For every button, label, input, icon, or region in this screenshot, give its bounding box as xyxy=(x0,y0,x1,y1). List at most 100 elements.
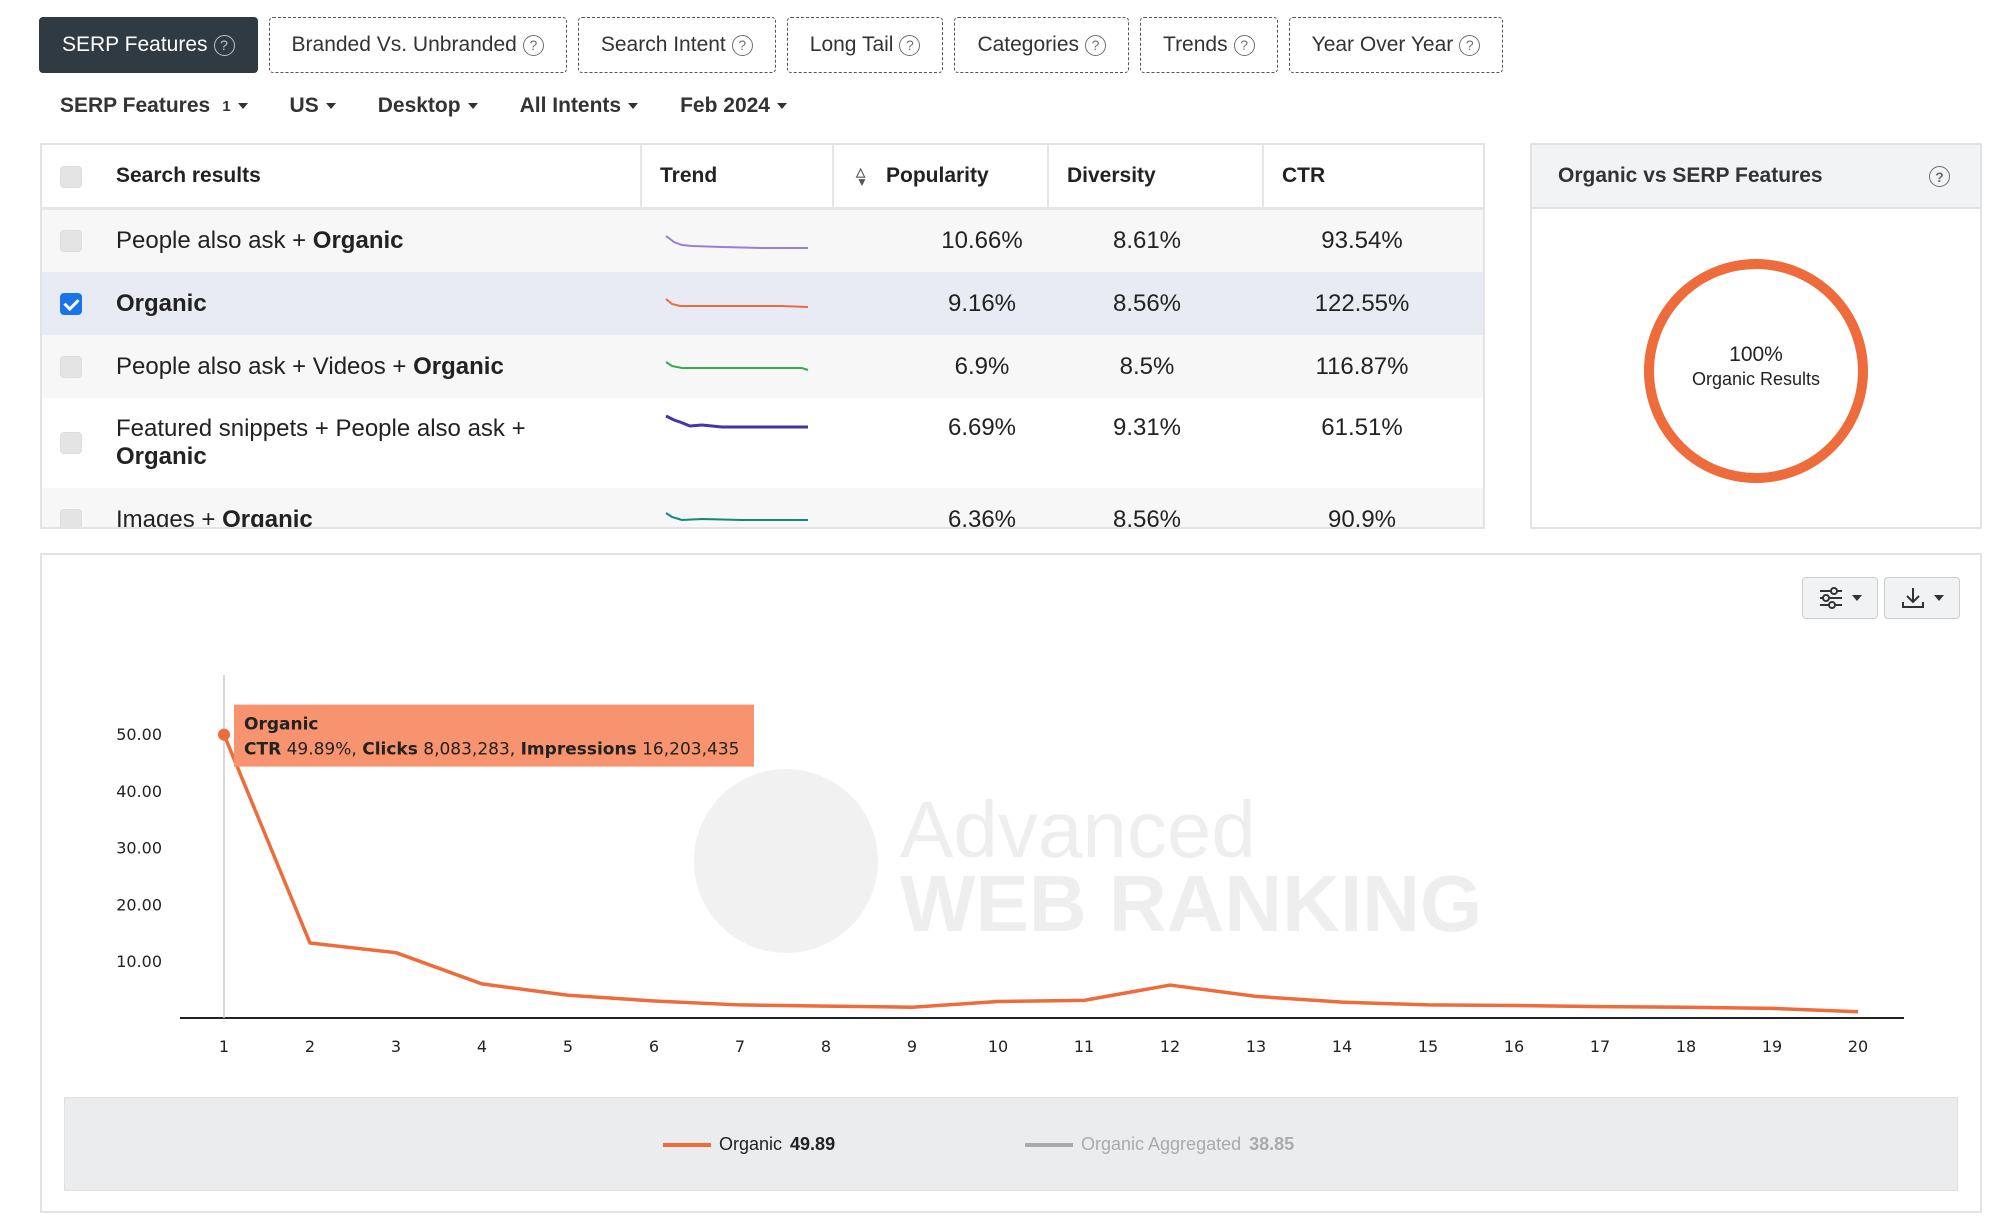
tooltip-series: Organic xyxy=(244,715,318,735)
table-row[interactable]: Images + Organic 6.36% 8.56% 90.9% xyxy=(42,488,1483,529)
chart-legend: Organic 49.89 Organic Aggregated 38.85 xyxy=(64,1097,1958,1191)
y-tick-label: 10.00 xyxy=(116,952,162,971)
caret-down-icon xyxy=(628,103,639,109)
x-tick-label: 14 xyxy=(1332,1037,1352,1056)
legend-item-organic-aggregated[interactable]: Organic Aggregated 38.85 xyxy=(1025,1134,1294,1155)
row-label: Images + Organic xyxy=(116,505,313,529)
tab-trends[interactable]: Trends ? xyxy=(1140,17,1278,73)
tab-serp-features[interactable]: SERP Features ? xyxy=(39,17,258,73)
legend-name: Organic Aggregated xyxy=(1081,1134,1242,1154)
column-header-search-results[interactable]: Search results xyxy=(116,164,261,187)
x-tick-label: 12 xyxy=(1160,1037,1180,1056)
table-row[interactable]: Featured snippets + People also ask + Or… xyxy=(42,398,1483,488)
tab-branded-vs-unbranded[interactable]: Branded Vs. Unbranded ? xyxy=(268,17,567,73)
selected-count: 1 xyxy=(222,97,231,115)
x-axis: 1 2 3 4 5 6 7 8 9 10 11 12 13 14 15 16 17 18 19 20 xyxy=(180,675,1904,1056)
ctr-value: 93.54% xyxy=(1321,227,1403,254)
tab-year-over-year[interactable]: Year Over Year ? xyxy=(1288,17,1504,73)
row-checkbox[interactable] xyxy=(60,508,82,527)
legend-name: Organic xyxy=(719,1134,783,1154)
row-checkbox[interactable] xyxy=(60,230,82,252)
serp-features-dropdown[interactable]: SERP Features 1 xyxy=(60,94,248,118)
watermark-line2: WEB RANKING xyxy=(900,859,1482,948)
sort-icon[interactable]: △ ▼ xyxy=(856,165,868,189)
table-row[interactable]: Organic 9.16% 8.56% 122.55% xyxy=(42,272,1483,335)
row-checkbox[interactable] xyxy=(60,355,82,378)
help-icon[interactable]: ? xyxy=(731,34,753,56)
chart-settings-button[interactable] xyxy=(1802,577,1878,619)
x-tick-label: 3 xyxy=(391,1037,401,1056)
tooltip-box xyxy=(234,704,754,767)
row-checkbox[interactable] xyxy=(60,432,82,454)
row-label: People also ask + Videos + Organic xyxy=(116,352,504,380)
column-header-trend[interactable]: Trend xyxy=(660,164,718,187)
diversity-value: 8.5% xyxy=(1119,352,1175,380)
caret-down-icon xyxy=(237,103,248,109)
x-tick-label: 4 xyxy=(477,1037,487,1056)
column-divider xyxy=(1262,145,1264,210)
column-header-ctr[interactable]: CTR xyxy=(1282,164,1326,187)
tab-categories[interactable]: Categories ? xyxy=(954,17,1130,73)
donut-percent: 100% xyxy=(1729,343,1783,366)
panel-title: Organic vs SERP Features xyxy=(1558,164,1823,187)
row-label: Featured snippets + People also ask + Or… xyxy=(116,415,526,470)
legend-swatch xyxy=(663,1142,711,1147)
popularity-value: 9.16% xyxy=(947,289,1017,317)
popularity-value: 6.9% xyxy=(954,352,1010,380)
country-dropdown[interactable]: US xyxy=(290,94,336,118)
series-line-organic xyxy=(222,733,1859,1014)
popularity-value: 6.36% xyxy=(947,505,1017,529)
help-icon[interactable]: ? xyxy=(522,34,544,56)
column-header-diversity[interactable]: Diversity xyxy=(1067,164,1156,187)
x-tick-label: 6 xyxy=(649,1037,659,1056)
legend-item-organic[interactable]: Organic 49.89 xyxy=(663,1134,835,1155)
date-dropdown[interactable]: Feb 2024 xyxy=(680,94,787,118)
download-button[interactable] xyxy=(1884,577,1960,619)
column-header-popularity[interactable]: Popularity xyxy=(886,164,989,187)
x-tick-label: 1 xyxy=(219,1037,229,1056)
watermark-line1: Advanced xyxy=(900,785,1256,874)
device-dropdown[interactable]: Desktop xyxy=(378,94,478,118)
tooltip-impressions-label: Impressions xyxy=(521,740,637,760)
caret-down-icon xyxy=(1852,595,1862,601)
serp-features-table: Search results Trend △ ▼ Popularity Diver… xyxy=(40,143,1485,529)
row-checkbox[interactable] xyxy=(60,292,82,315)
filter-bar: SERP Features 1 US Desktop All Intents F… xyxy=(60,94,787,118)
watermark-globe-icon xyxy=(694,769,878,953)
intent-dropdown[interactable]: All Intents xyxy=(520,94,639,118)
help-icon[interactable]: ? xyxy=(1929,166,1950,187)
y-tick-label: 40.00 xyxy=(116,782,162,801)
help-icon[interactable]: ? xyxy=(1459,34,1481,56)
line-chart: Advanced WEB RANKING 10.00 20.00 30.00 40.0… xyxy=(116,675,1904,1056)
legend-value: 49.89 xyxy=(790,1134,836,1154)
help-icon[interactable]: ? xyxy=(213,34,235,56)
tab-search-intent[interactable]: Search Intent ? xyxy=(577,17,776,73)
ctr-value: 61.51% xyxy=(1321,414,1403,441)
column-divider xyxy=(832,145,834,210)
sliders-icon xyxy=(1820,587,1842,609)
help-icon[interactable]: ? xyxy=(1085,34,1107,56)
x-tick-label: 18 xyxy=(1676,1037,1696,1056)
filter-label: Desktop xyxy=(377,94,461,117)
select-all-checkbox[interactable] xyxy=(60,166,82,188)
table-row[interactable]: People also ask + Videos + Organic 6.9% … xyxy=(42,335,1483,398)
x-tick-label: 17 xyxy=(1590,1037,1610,1056)
filter-label: SERP Features xyxy=(60,94,211,117)
row-label: Organic xyxy=(116,289,207,317)
y-tick-label: 20.00 xyxy=(116,895,162,914)
trend-sparkline xyxy=(665,235,808,249)
tooltip-ctr-label: CTR xyxy=(244,740,281,760)
filter-label: US xyxy=(289,94,319,117)
table-row[interactable]: People also ask + Organic 10.66% 8.61% 9… xyxy=(42,210,1483,272)
x-tick-label: 8 xyxy=(821,1037,831,1056)
caret-down-icon xyxy=(776,103,787,109)
x-tick-label: 10 xyxy=(988,1037,1008,1056)
help-icon[interactable]: ? xyxy=(1233,34,1255,56)
download-icon xyxy=(1902,588,1924,608)
x-tick-label: 11 xyxy=(1074,1037,1094,1056)
help-icon[interactable]: ? xyxy=(899,34,921,56)
chart-tooltip: Organic CTR 49.89%, Clicks 8,083,283, Im… xyxy=(234,704,754,767)
trend-sparkline xyxy=(665,297,809,308)
x-tick-label: 20 xyxy=(1848,1037,1868,1056)
tab-long-tail[interactable]: Long Tail ? xyxy=(786,17,944,73)
